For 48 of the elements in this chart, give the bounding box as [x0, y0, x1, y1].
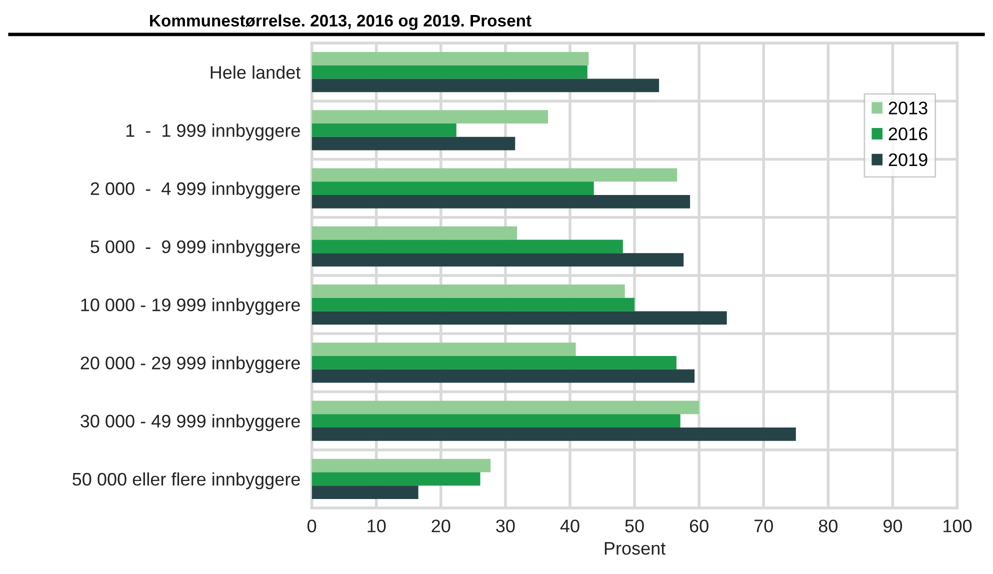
bar	[312, 65, 588, 79]
bar	[312, 124, 456, 137]
x-tick-label: 50	[625, 520, 644, 532]
bar	[312, 298, 635, 312]
y-tick-label: 10 000 - 19 999 innbyggere	[81, 298, 300, 315]
legend-label: 2013	[888, 102, 928, 114]
bar	[312, 78, 660, 92]
y-tick-label: 5 000 - 9 999 innbyggere	[90, 240, 300, 257]
bar	[312, 311, 727, 325]
bar	[312, 253, 684, 267]
x-tick-label: 40	[560, 520, 580, 532]
bar	[312, 226, 518, 240]
y-tick-label: 20 000 - 29 999 innbyggere	[80, 356, 300, 373]
bar	[312, 400, 700, 414]
bar	[312, 110, 548, 124]
bar	[312, 284, 625, 298]
y-tick-label: 1 - 1 999 innbyggere	[126, 124, 300, 141]
x-tick-label: 80	[818, 520, 838, 532]
bar	[312, 458, 491, 472]
legend-label: 2016	[888, 127, 928, 140]
x-tick-label: 30	[496, 520, 515, 532]
y-tick-label: 30 000 - 49 999 innbyggere	[80, 414, 300, 432]
bar	[312, 240, 623, 254]
bar	[312, 356, 676, 370]
x-tick-label: 20	[432, 520, 450, 532]
bar	[312, 52, 589, 66]
y-tick-label: Hele landet	[210, 66, 301, 79]
x-axis-title: Prosent	[604, 542, 666, 555]
bar	[312, 369, 695, 383]
y-tick-label: 50 000 eller flere innbyggere	[72, 472, 300, 490]
x-tick-label: 100	[944, 520, 972, 532]
bar	[312, 168, 678, 182]
bar	[312, 136, 516, 150]
x-tick-label: 70	[754, 520, 773, 532]
y-tick-label: 2 000 - 4 999 innbyggere	[90, 182, 300, 199]
bar	[312, 342, 576, 356]
x-tick-label: 0	[307, 520, 316, 532]
bar	[312, 414, 680, 428]
bar	[312, 195, 690, 208]
legend-label: 2019	[888, 153, 928, 166]
bar	[312, 486, 418, 499]
x-tick-label: 60	[690, 520, 708, 532]
chart-title: Kommunestørrelse. 2013, 2016 og 2019. Prosent	[150, 14, 532, 30]
x-tick-label: 10	[368, 520, 386, 532]
bar	[312, 182, 594, 196]
bar	[312, 427, 796, 441]
bar	[312, 472, 480, 486]
x-tick-label: 90	[884, 520, 902, 532]
